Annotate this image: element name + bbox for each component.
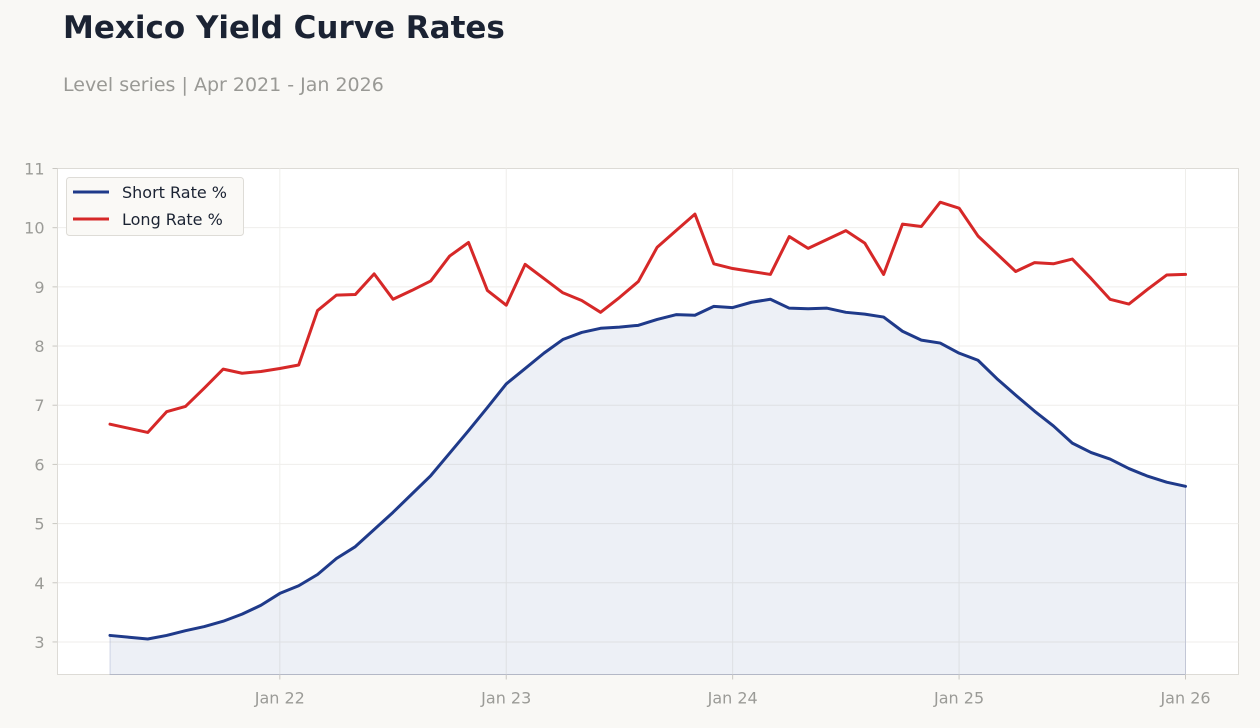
legend: Short Rate % Long Rate % [66, 177, 244, 236]
y-tick-label: 9 [34, 278, 44, 297]
y-tick-label: 3 [34, 633, 44, 652]
y-tick-label: 10 [24, 219, 44, 238]
y-tick-label: 6 [34, 455, 44, 474]
legend-label-short: Short Rate % [122, 183, 227, 202]
y-tick-label: 5 [34, 515, 44, 534]
y-tick-label: 7 [34, 396, 44, 415]
series-lines [108, 200, 1187, 641]
y-tick-label: 4 [34, 574, 44, 593]
plot-area [57, 168, 1239, 675]
chart-title: Mexico Yield Curve Rates [63, 10, 505, 46]
x-tick-label: Jan 22 [254, 689, 305, 708]
y-axis: 3 4 5 6 7 8 9 10 11 [24, 160, 58, 652]
legend-box [66, 177, 244, 236]
series-line-short-rate [108, 297, 1187, 641]
x-tick-label: Jan 23 [480, 689, 531, 708]
y-tick-label: 11 [24, 160, 44, 179]
y-tick-label: 8 [34, 337, 44, 356]
series-line-long-rate [108, 200, 1187, 434]
legend-label-long: Long Rate % [122, 210, 223, 229]
x-tick-label: Jan 25 [933, 689, 984, 708]
chart-subtitle: Level series | Apr 2021 - Jan 2026 [63, 74, 384, 96]
x-tick-label: Jan 24 [707, 689, 758, 708]
x-tick-label: Jan 26 [1159, 689, 1210, 708]
x-axis: Jan 22 Jan 23 Jan 24 Jan 25 Jan 26 [254, 674, 1211, 708]
grid-lines [57, 168, 1239, 675]
